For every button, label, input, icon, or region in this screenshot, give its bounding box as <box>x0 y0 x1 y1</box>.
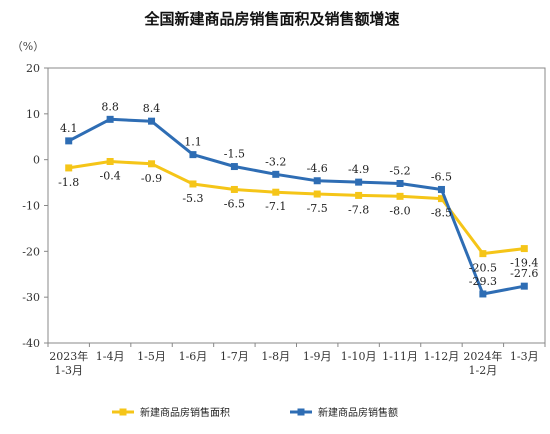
data-point <box>396 192 404 200</box>
data-label: -3.2 <box>265 155 286 168</box>
y-tick-label: -10 <box>22 200 40 213</box>
data-point <box>189 151 197 159</box>
data-label: -4.6 <box>307 162 328 175</box>
data-point <box>437 185 445 193</box>
data-label: -1.8 <box>58 176 79 189</box>
data-point <box>272 188 280 196</box>
data-point <box>520 282 528 290</box>
data-label: -8.5 <box>431 207 452 220</box>
data-label: -4.9 <box>348 163 369 176</box>
x-tick-label: 2023年 <box>49 349 88 363</box>
x-tick-label: 1-11月 <box>382 350 418 363</box>
data-label: -6.5 <box>431 170 452 183</box>
data-label: -1.5 <box>224 148 245 161</box>
legend-marker-0 <box>119 408 127 416</box>
data-point <box>272 170 280 178</box>
data-point <box>230 185 238 193</box>
data-label: -5.3 <box>182 192 203 205</box>
data-label: -7.1 <box>265 200 286 213</box>
x-tick-label: 1-8月 <box>261 350 290 363</box>
data-point <box>437 195 445 203</box>
data-point <box>479 290 487 298</box>
x-tick-label: 1-3月 <box>54 364 83 377</box>
data-point <box>396 180 404 187</box>
data-labels: -1.8 -0.4 -0.9 -5.3 -6.5 -7.1 -7.5 -7.8 -8.0 -8.5… <box>58 100 538 288</box>
data-point <box>230 163 238 171</box>
data-label: -0.9 <box>141 172 162 185</box>
legend-marker-1 <box>297 408 305 416</box>
data-point <box>106 158 114 165</box>
y-tick-label: 20 <box>26 62 40 75</box>
data-point <box>148 117 156 125</box>
legend-label-0: 新建商品房销售面积 <box>140 406 230 419</box>
y-tick-label: -40 <box>22 337 40 350</box>
data-point <box>148 160 156 168</box>
data-label: -0.4 <box>100 170 121 183</box>
series-line-0 <box>68 160 525 256</box>
chart-title: 全国新建商品房销售面积及销售额增速 <box>143 10 399 28</box>
x-tick-label: 1-5月 <box>137 350 166 363</box>
data-label: 8.4 <box>143 102 161 115</box>
data-label: -7.8 <box>348 203 369 216</box>
data-label: -19.4 <box>510 257 538 270</box>
x-tick-label: 1-2月 <box>469 364 498 377</box>
legend-label-1: 新建商品房销售额 <box>318 406 398 419</box>
data-point <box>355 191 363 199</box>
x-tick-label: 1-10月 <box>341 350 377 363</box>
x-tick-label: 1-3月 <box>510 350 539 363</box>
data-point <box>313 190 321 198</box>
data-label: -7.5 <box>307 202 328 215</box>
x-tick-label: 1-6月 <box>179 350 208 363</box>
data-label: -5.2 <box>389 165 410 178</box>
series-lines <box>65 115 528 298</box>
data-label: -27.6 <box>510 267 538 280</box>
x-tick-label: 1-4月 <box>96 350 125 363</box>
data-label: -20.5 <box>469 262 497 275</box>
data-label: 4.1 <box>60 122 78 135</box>
data-point <box>520 245 528 253</box>
y-tick-label: -20 <box>22 245 40 258</box>
data-label: -6.5 <box>224 197 245 210</box>
data-label: -29.3 <box>469 275 497 288</box>
x-tick-label: 1-12月 <box>424 350 460 363</box>
data-point <box>106 115 114 123</box>
data-point <box>65 137 73 145</box>
data-label: 8.8 <box>101 100 119 113</box>
data-label: 1.1 <box>184 136 202 149</box>
x-tick-label: 1-7月 <box>220 350 249 363</box>
y-unit-label: （%） <box>12 40 44 53</box>
x-tick-label: 2024年 <box>463 349 502 363</box>
x-tick-label: 1-9月 <box>303 350 332 363</box>
y-tick-label: 10 <box>26 108 40 121</box>
legend: 新建商品房销售面积 新建商品房销售额 <box>112 406 398 419</box>
y-tick-label: -30 <box>22 291 40 304</box>
plot-frame <box>47 67 546 344</box>
data-point <box>355 178 363 186</box>
series-line-1 <box>68 117 525 296</box>
data-label: -8.0 <box>389 204 410 217</box>
y-tick-label: 0 <box>33 154 40 167</box>
data-point <box>189 180 197 188</box>
data-point <box>65 164 73 172</box>
data-point <box>479 250 487 258</box>
data-point <box>313 177 321 185</box>
